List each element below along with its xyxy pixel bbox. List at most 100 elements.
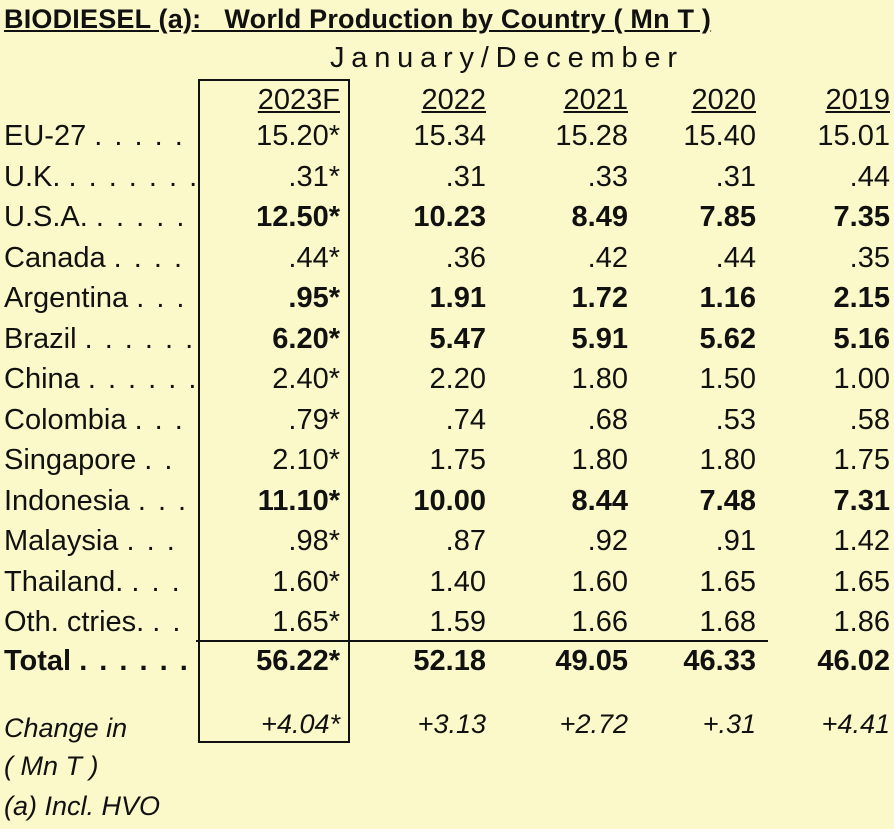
leader-dots: . . . . . . xyxy=(84,322,196,355)
column-header: 2022 xyxy=(421,84,486,116)
leader-dots: . . xyxy=(144,444,175,476)
table-cell: .44* xyxy=(288,241,340,274)
table-cell: 10.23 xyxy=(413,201,486,233)
table-cell: 15.34 xyxy=(413,120,486,152)
table-cell: 7.35 xyxy=(833,201,890,233)
table-title: BIODIESEL (a): World Production by Count… xyxy=(4,4,712,34)
total-cell: 52.18 xyxy=(413,645,486,677)
leader-dots: . . . . . xyxy=(94,120,185,152)
row-label-text: Brazil xyxy=(4,322,85,355)
row-label: U.K. . . . . . . . xyxy=(4,161,196,194)
table-cell: .53 xyxy=(715,403,756,436)
table-cell: .87 xyxy=(445,525,486,557)
table-cell: 5.62 xyxy=(699,322,756,355)
leader-dots: . . xyxy=(152,606,183,638)
row-label-text: Colombia xyxy=(4,403,135,436)
total-cell: 49.05 xyxy=(555,645,628,677)
table-cell: 12.50* xyxy=(256,201,340,233)
table-cell: 2.40* xyxy=(272,363,340,395)
change-label: Change in ( Mn T ) xyxy=(4,713,128,781)
leader-dots: . . . . . . xyxy=(87,363,196,395)
row-label: Thailand. . . . xyxy=(4,566,196,599)
table-cell: .44 xyxy=(715,241,756,274)
column-header: 2020 xyxy=(691,84,756,116)
table-cell: 1.60 xyxy=(571,565,628,598)
table-cell: 1.00 xyxy=(833,363,890,395)
row-label-text: Thailand. xyxy=(4,565,132,598)
table-cell: .74 xyxy=(445,403,486,436)
table-cell: 15.40 xyxy=(683,120,756,152)
table-cell: 10.00 xyxy=(413,484,486,517)
table-cell: 1.65* xyxy=(272,606,340,638)
table-cell: 1.72 xyxy=(571,282,628,314)
table-cell: .36 xyxy=(445,241,486,274)
table-cell: 6.20* xyxy=(272,322,340,355)
table-cell: 1.68 xyxy=(699,606,756,638)
table-cell: .95* xyxy=(288,282,340,314)
table-cell: 2.10* xyxy=(272,444,340,476)
leader-dots: . . . xyxy=(134,403,185,436)
table-cell: .35 xyxy=(849,241,890,274)
table-cell: 15.01 xyxy=(817,120,890,152)
leader-dots: . . . xyxy=(126,525,177,557)
table-cell: 7.48 xyxy=(699,484,756,517)
total-cell: 56.22* xyxy=(256,645,340,677)
row-label-text: Oth. ctries. xyxy=(4,606,153,638)
table-cell: 1.50 xyxy=(699,363,756,395)
table-cell: .33 xyxy=(587,160,628,193)
table-cell: 2.15 xyxy=(833,282,890,314)
column-header: 2023F xyxy=(257,84,340,116)
table-cell: 1.75 xyxy=(833,444,890,476)
table-cell: 1.65 xyxy=(699,565,756,598)
table-cell: 7.31 xyxy=(833,484,890,517)
change-cell: +2.72 xyxy=(559,709,628,739)
table-cell: .31 xyxy=(445,160,486,193)
footnote: (a) Incl. HVO xyxy=(4,791,161,821)
table-cell: 1.80 xyxy=(699,444,756,476)
row-label-text: U.K. xyxy=(4,160,69,193)
row-label-text: Singapore xyxy=(4,444,145,476)
leader-dots: . . . xyxy=(136,282,187,314)
leader-dots: . . . . . . xyxy=(79,645,190,677)
table-cell: 11.10* xyxy=(257,484,340,517)
leader-dots: . . . xyxy=(131,565,182,598)
table-cell: 1.86 xyxy=(833,606,890,638)
table-cell: 2.20 xyxy=(429,363,486,395)
row-label-text: Canada xyxy=(4,241,114,274)
table-cell: 5.16 xyxy=(833,322,890,355)
leader-dots: . . . . . . . xyxy=(68,160,196,193)
table-cell: 5.47 xyxy=(429,322,486,355)
table-cell: 1.60* xyxy=(272,565,340,598)
table-cell: .44 xyxy=(849,160,890,193)
table-cell: 1.80 xyxy=(571,444,628,476)
row-label-text: Malaysia xyxy=(4,525,127,557)
table-cell: 1.16 xyxy=(699,282,756,314)
total-label: Total . . . . . . xyxy=(4,645,196,678)
table-cell: 5.91 xyxy=(571,322,628,355)
row-label: Indonesia . . . xyxy=(4,485,196,518)
period-label: January/December xyxy=(330,42,684,74)
forecast-column-box xyxy=(198,79,350,743)
table-cell: 1.80 xyxy=(571,363,628,395)
row-label: Malaysia . . . xyxy=(4,525,196,558)
change-cell: +.31 xyxy=(702,709,756,739)
table-cell: .98* xyxy=(288,525,340,557)
row-label-text: EU-27 xyxy=(4,120,95,152)
table-cell: 1.91 xyxy=(429,282,486,314)
total-cell: 46.02 xyxy=(817,645,890,677)
row-label: Colombia . . . xyxy=(4,404,196,437)
row-label: Singapore . . xyxy=(4,444,196,477)
table-cell: .79* xyxy=(288,403,340,436)
row-label: Oth. ctries. . . xyxy=(4,606,196,639)
change-cell: +4.41 xyxy=(821,709,890,739)
row-label: China . . . . . . xyxy=(4,363,196,396)
table-cell: 1.59 xyxy=(429,606,486,638)
change-cell: +4.04* xyxy=(261,709,340,739)
table-cell: .58 xyxy=(849,403,890,436)
table-cell: 1.66 xyxy=(571,606,628,638)
table-cell: 1.75 xyxy=(429,444,486,476)
column-header: 2019 xyxy=(825,84,890,116)
row-label-text: Indonesia xyxy=(4,484,138,517)
row-label: Canada . . . . xyxy=(4,242,196,275)
row-label: U.S.A. . . . . . xyxy=(4,201,196,234)
